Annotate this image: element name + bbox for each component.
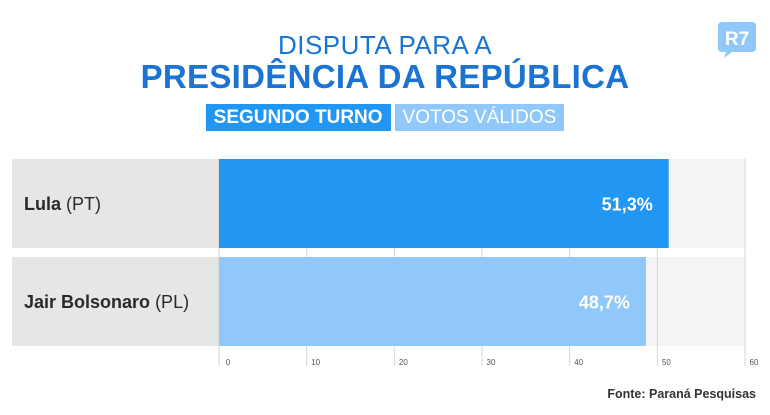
x-tick-label: 40: [574, 358, 583, 367]
candidate-party: (PL): [155, 292, 190, 312]
bar: [219, 257, 646, 346]
source-credit: Fonte: Paraná Pesquisas: [607, 387, 756, 401]
candidate-party: (PT): [66, 194, 102, 214]
label-cell-bolsonaro: [12, 257, 219, 346]
x-tick-label: 30: [487, 358, 496, 367]
bar: [219, 159, 669, 248]
label-cell-lula: [12, 159, 219, 248]
candidate-name: Jair Bolsonaro: [24, 292, 151, 312]
chart-title-line2: PRESIDÊNCIA DA REPÚBLICA: [140, 58, 630, 95]
chart-title-line1: DISPUTA PARA A: [277, 30, 493, 60]
badge-valid-votes: VOTOS VÁLIDOS: [394, 104, 565, 131]
x-tick-label: 0: [226, 358, 231, 367]
bar-value-label: 48,7%: [579, 293, 630, 313]
badge-round: SEGUNDO TURNO: [205, 104, 391, 131]
row-label-lula: Lula (PT): [24, 194, 101, 215]
x-tick-label: 50: [662, 358, 671, 367]
x-tick-label: 60: [750, 358, 759, 367]
r7-logo: R7: [718, 22, 756, 58]
subtitle-badges: SEGUNDO TURNO VOTOS VÁLIDOS: [0, 104, 770, 131]
row-label-bolsonaro: Jair Bolsonaro (PL): [24, 292, 189, 313]
bar-value-label: 51,3%: [602, 195, 653, 215]
x-tick-label: 20: [399, 358, 408, 367]
candidate-name: Lula: [24, 194, 62, 214]
r7-logo-text: R7: [725, 29, 749, 50]
x-tick-label: 10: [311, 358, 320, 367]
